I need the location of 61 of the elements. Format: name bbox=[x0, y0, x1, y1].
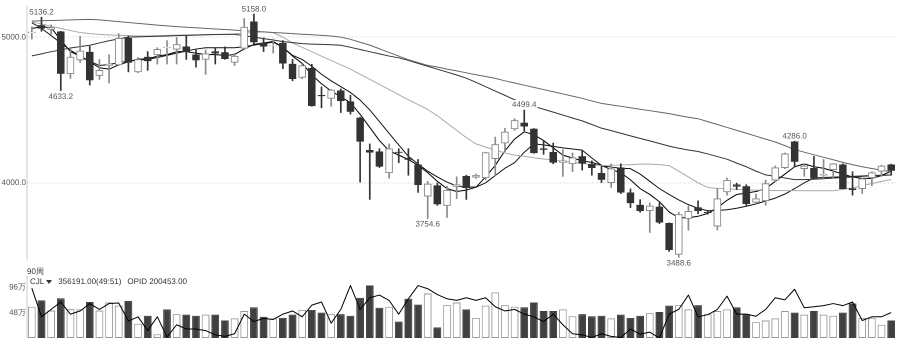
bar bbox=[616, 314, 625, 338]
bar bbox=[318, 312, 326, 338]
bar bbox=[308, 310, 316, 338]
bar bbox=[540, 310, 548, 338]
bar bbox=[366, 286, 374, 338]
y-tick-label: 48万 bbox=[9, 308, 26, 317]
bar bbox=[211, 314, 220, 338]
bar bbox=[86, 302, 94, 338]
bar bbox=[124, 300, 132, 338]
bar bbox=[694, 305, 702, 338]
candlestick bbox=[163, 40, 171, 64]
bar bbox=[356, 298, 364, 338]
bar bbox=[414, 304, 422, 338]
bar bbox=[346, 316, 354, 338]
bar bbox=[250, 307, 258, 338]
bar bbox=[588, 316, 596, 338]
y-tick-label: 96万 bbox=[9, 282, 26, 292]
bar bbox=[192, 316, 200, 338]
bar bbox=[887, 320, 896, 338]
annotation: 90周 bbox=[27, 267, 45, 276]
bar bbox=[848, 304, 856, 338]
annotation: 356191.00(49:51) bbox=[58, 277, 122, 286]
annotation: 3488.6 bbox=[666, 258, 692, 268]
annotation: 3754.6 bbox=[415, 220, 440, 229]
bar bbox=[56, 298, 65, 338]
bar bbox=[260, 316, 268, 338]
annotation: 5158.0 bbox=[242, 4, 267, 14]
bar bbox=[656, 312, 664, 338]
bar bbox=[530, 302, 538, 338]
bar bbox=[376, 308, 384, 338]
bar bbox=[732, 307, 741, 338]
bar bbox=[279, 318, 287, 338]
candlestick bbox=[38, 16, 46, 32]
bar bbox=[839, 312, 847, 338]
bar bbox=[38, 300, 46, 338]
annotation: 5136.2 bbox=[29, 7, 54, 16]
bar bbox=[394, 322, 403, 338]
bar bbox=[636, 316, 644, 338]
bar bbox=[626, 318, 634, 338]
annotation: CJL bbox=[30, 277, 44, 286]
bar bbox=[462, 309, 470, 338]
bar bbox=[404, 298, 412, 338]
bar bbox=[336, 314, 345, 338]
bar bbox=[790, 312, 798, 338]
bar bbox=[182, 314, 190, 338]
bar bbox=[810, 310, 818, 338]
annotation: 4286.0 bbox=[782, 131, 808, 140]
bar bbox=[598, 316, 606, 338]
candlestick bbox=[540, 140, 548, 155]
y-tick-label: 5000.0 bbox=[2, 32, 27, 42]
annotation: OPID 200453.00 bbox=[127, 277, 188, 286]
bar bbox=[221, 320, 229, 338]
bar bbox=[742, 314, 750, 338]
bar bbox=[288, 314, 296, 338]
bar bbox=[578, 314, 586, 338]
bar bbox=[549, 310, 558, 338]
bar bbox=[163, 309, 171, 338]
annotation: 4633.2 bbox=[48, 92, 74, 101]
bar bbox=[665, 306, 673, 338]
bar bbox=[520, 307, 528, 338]
y-tick-label: 4000.0 bbox=[2, 178, 27, 187]
